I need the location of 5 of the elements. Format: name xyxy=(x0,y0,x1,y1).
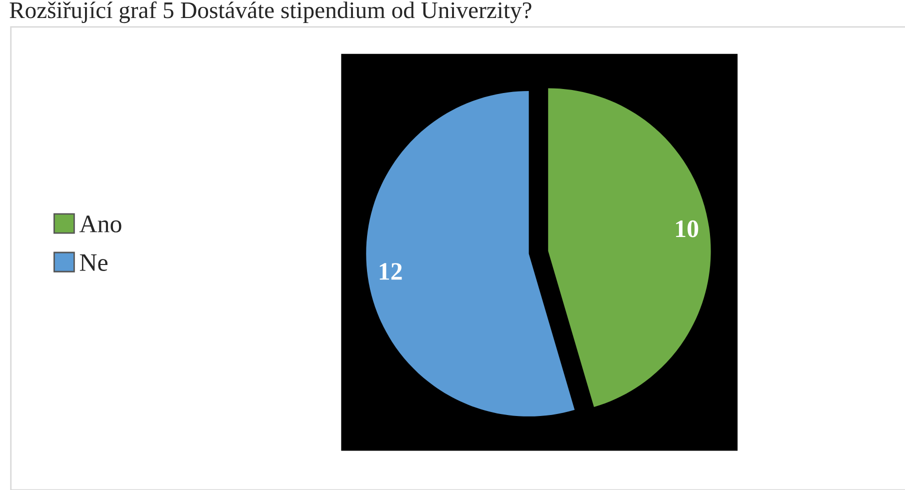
data-label: 12 xyxy=(380,263,402,280)
legend-label: Ano xyxy=(79,216,122,232)
chart-title: Rozšiřující graf 5 Dostáváte stipendium od Univerzity? xyxy=(10,1,532,24)
data-label: 10 xyxy=(676,220,698,238)
legend-label: Ne xyxy=(80,254,108,271)
